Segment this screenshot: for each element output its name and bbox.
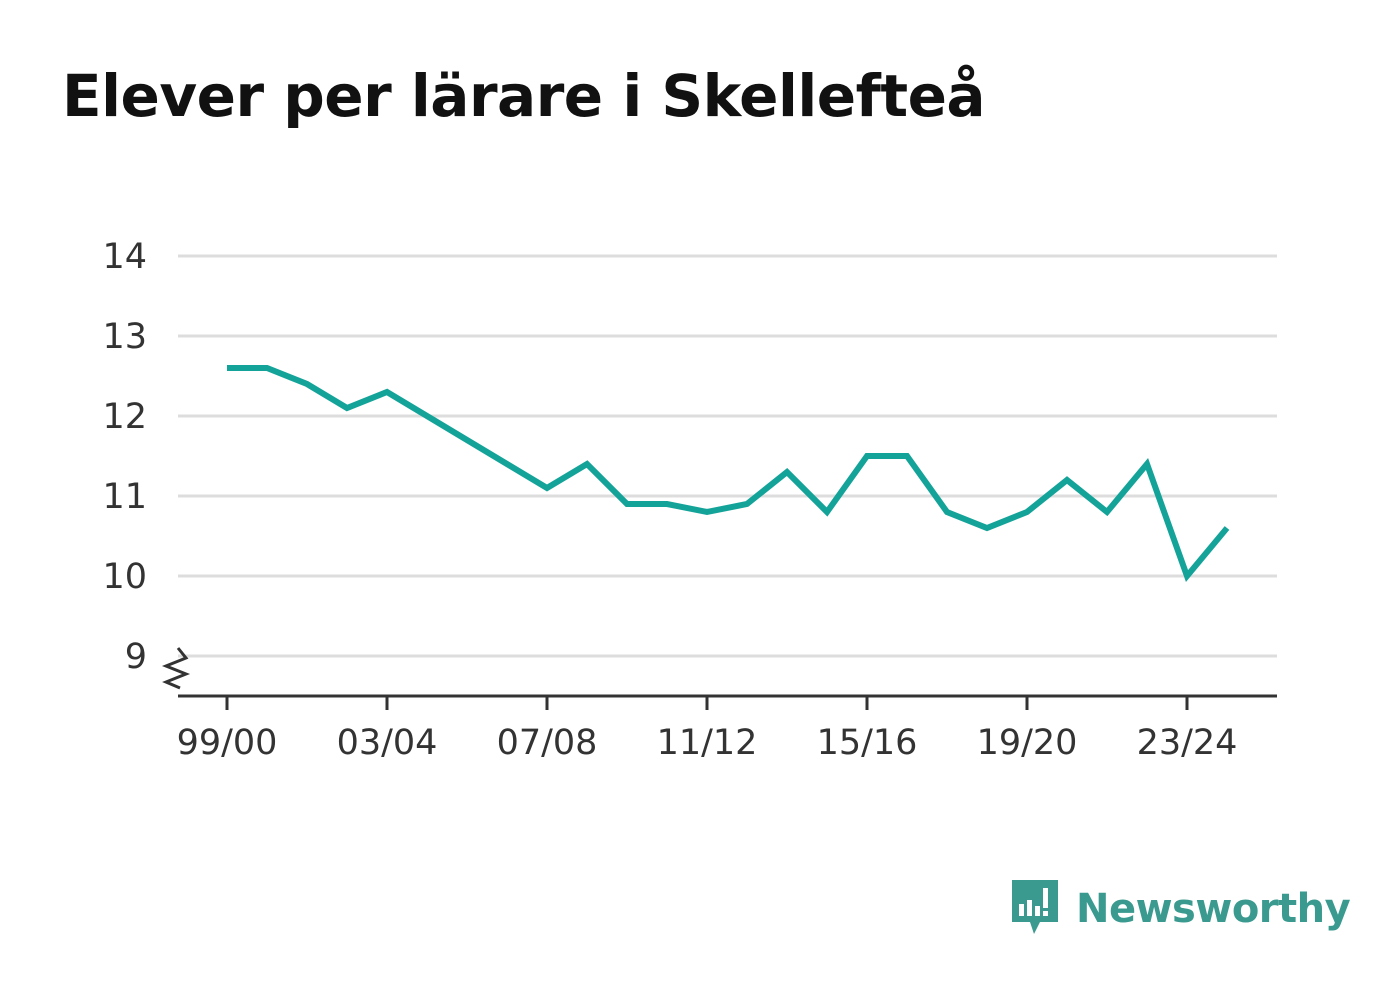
y-tick-label: 9 <box>125 637 147 677</box>
y-tick-label: 14 <box>102 237 147 277</box>
series-line-0 <box>227 365 1230 582</box>
newsworthy-logo-icon <box>1012 880 1058 934</box>
x-tick-label: 07/08 <box>497 723 598 763</box>
x-axis <box>178 694 1277 710</box>
x-axis-labels: 99/00 03/04 07/08 11/12 15/16 19/20 23/24 <box>177 723 1238 763</box>
x-tick-label: 03/04 <box>337 723 438 763</box>
y-tick-label: 12 <box>102 397 147 437</box>
brand-name: Newsworthy <box>1076 886 1351 932</box>
x-tick-label: 15/16 <box>817 723 918 763</box>
y-tick-label: 10 <box>102 557 147 597</box>
y-tick-label: 13 <box>102 317 147 357</box>
x-tick-label: 19/20 <box>977 723 1078 763</box>
y-axis-labels: 9 10 11 12 13 14 <box>102 237 191 690</box>
axis-break-icon <box>161 647 191 690</box>
x-tick-label: 99/00 <box>177 723 278 763</box>
y-tick-label: 11 <box>102 477 147 517</box>
chart-title: Elever per lärare i Skellefteå <box>62 62 986 130</box>
brand-logo: Newsworthy <box>1010 878 1351 940</box>
x-tick-label: 23/24 <box>1137 723 1238 763</box>
gridlines <box>178 254 1277 658</box>
series-group <box>227 365 1230 582</box>
x-tick-label: 11/12 <box>657 723 758 763</box>
